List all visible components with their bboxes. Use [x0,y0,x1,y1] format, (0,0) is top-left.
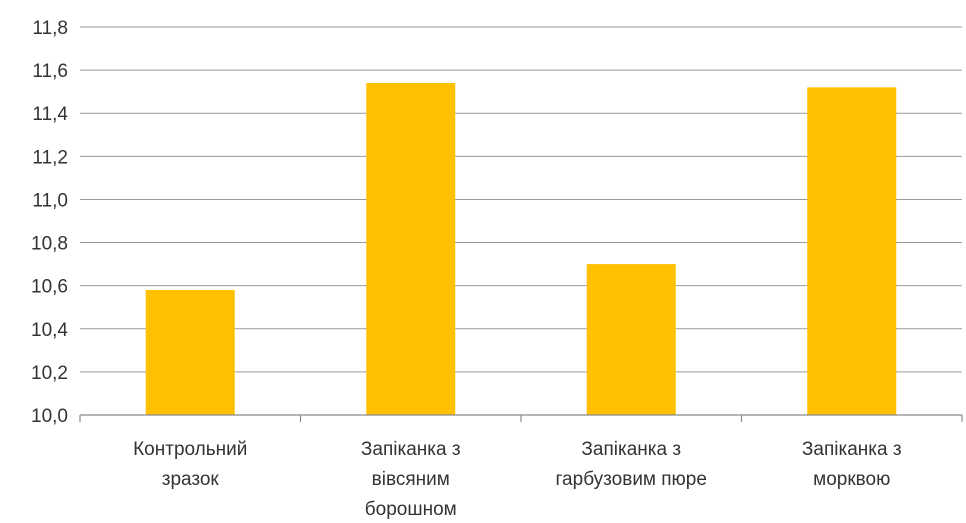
bar [807,87,897,415]
bar [586,264,676,415]
x-axis-category-labels: Контрольний зразок Запіканка з вівсяним боро… [133,439,901,520]
y-tick-label: 10,0 [31,406,68,427]
x-category-label: Контрольний зразок [133,439,247,490]
x-category-label-line: Запіканка з [802,439,902,460]
x-category-label: Запіканка з морквою [802,439,902,490]
x-category-label-line: борошном [365,499,457,520]
x-axis [79,414,963,422]
x-category-label-line: Запіканка з [581,439,681,460]
x-category-label: Запіканка з гарбузовим пюре [556,439,707,490]
y-tick-label: 10,4 [31,320,68,341]
y-tick-label: 10,8 [31,234,68,255]
y-tick-label: 10,6 [31,277,68,298]
y-tick-label: 11,2 [32,147,68,168]
y-tick-label: 11,4 [32,104,68,125]
y-tick-label: 11,8 [32,18,68,39]
x-category-label-line: вівсяним [372,469,450,490]
x-category-label-line: зразок [162,469,220,490]
bar [366,83,456,416]
x-category-label-line: Запіканка з [361,439,461,460]
x-category-label-line: Контрольний [133,439,247,460]
bars [145,83,897,416]
bar [145,289,235,415]
y-axis-tick-labels: 10,0 10,2 10,4 10,6 10,8 11,0 11,2 11,4 11,6 11,8 [31,18,68,427]
x-category-label-line: морквою [813,469,890,490]
y-tick-label: 11,0 [32,190,68,211]
y-tick-label: 10,2 [31,363,68,384]
x-category-label: Запіканка з вівсяним борошном [361,439,461,520]
x-category-label-line: гарбузовим пюре [556,469,707,490]
y-tick-label: 11,6 [32,61,68,82]
